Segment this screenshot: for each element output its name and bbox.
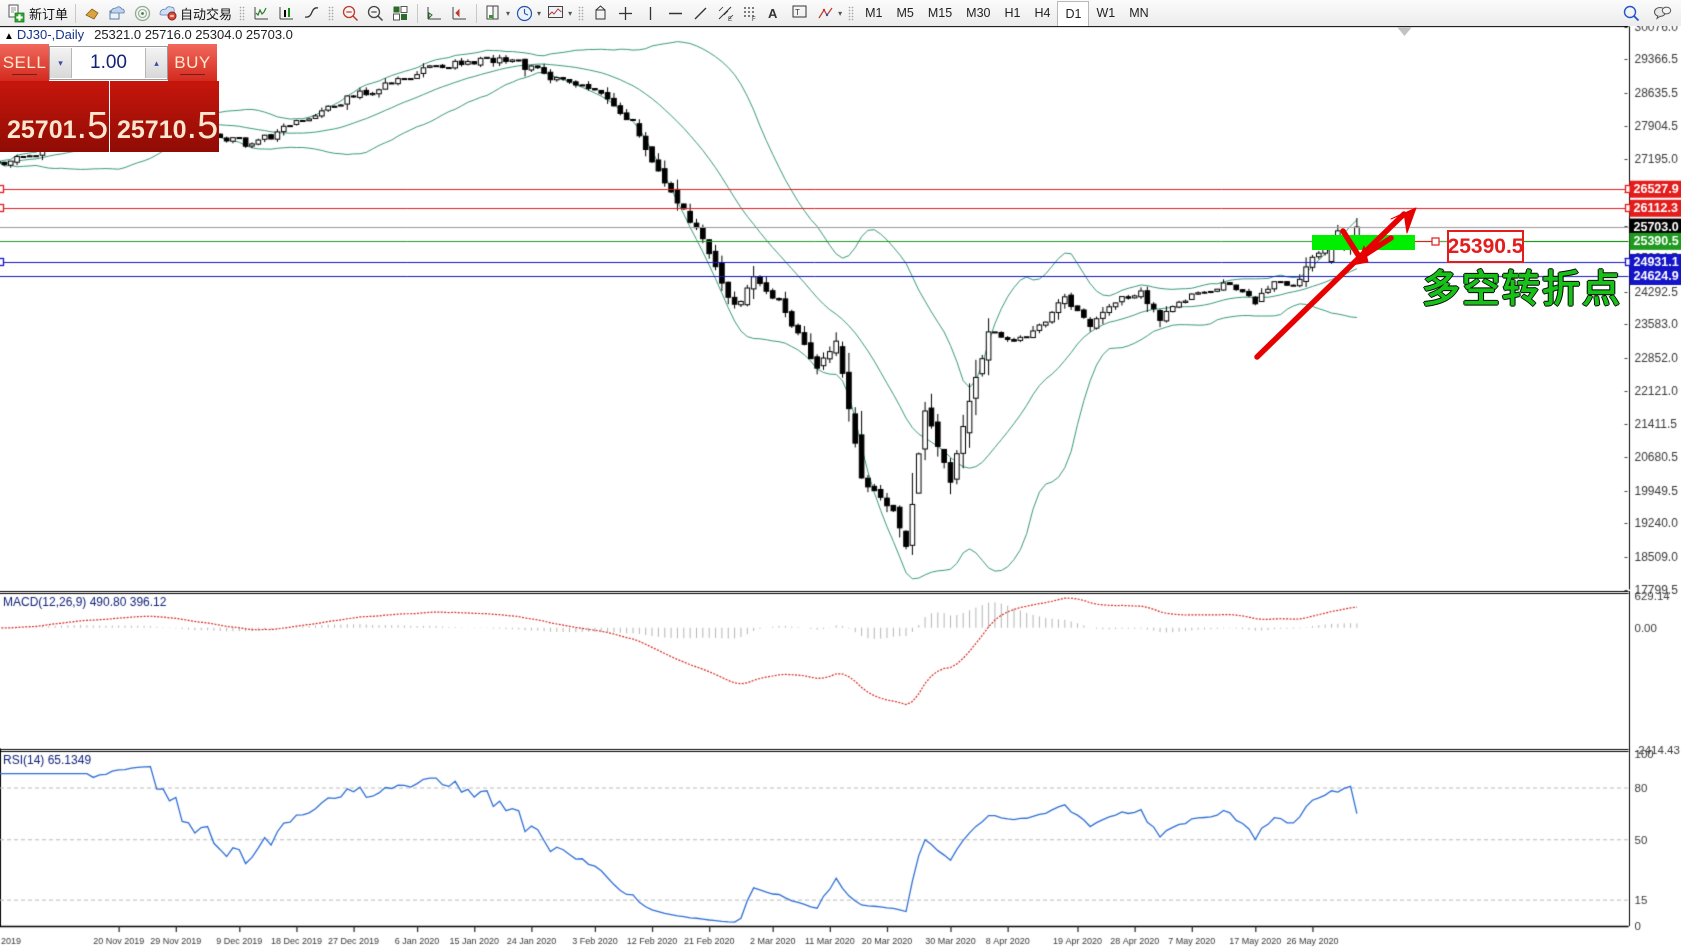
svg-text:A: A xyxy=(768,6,778,21)
svg-text:F: F xyxy=(752,17,756,23)
svg-text:E: E xyxy=(728,17,732,23)
svg-text:T: T xyxy=(795,8,800,17)
